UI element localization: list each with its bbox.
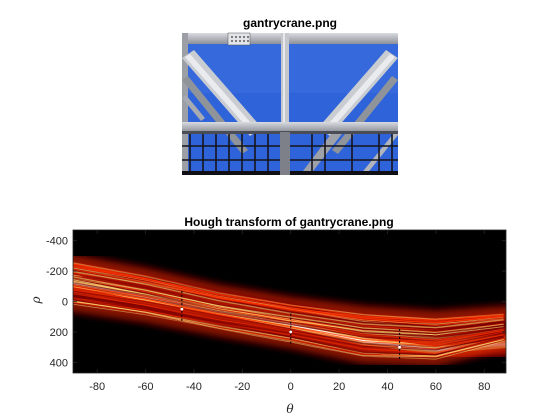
hough-filament bbox=[73, 276, 504, 334]
y-axis: -400 -200 0 200 400 bbox=[46, 236, 506, 369]
lower-horizontal-beam bbox=[182, 122, 398, 132]
x-tick-label: 20 bbox=[333, 381, 345, 393]
x-tick-label: -40 bbox=[186, 381, 202, 393]
x-axis: -80 -60 -40 -20 0 20 40 60 80 bbox=[89, 230, 490, 393]
hough-filament bbox=[73, 282, 504, 339]
hough-filament bbox=[73, 285, 504, 341]
x-tick-label: 80 bbox=[478, 381, 490, 393]
hough-filament bbox=[73, 262, 504, 320]
x-tick-label: 0 bbox=[288, 381, 294, 393]
hough-peak-point bbox=[398, 345, 401, 349]
top-girder bbox=[182, 33, 398, 44]
x-tick-label: 40 bbox=[381, 381, 393, 393]
hough-filament bbox=[73, 303, 504, 360]
x-tick-label: -20 bbox=[234, 381, 250, 393]
x-tick-label: 60 bbox=[430, 381, 442, 393]
hough-peak-point bbox=[180, 307, 184, 311]
x-tick-label: -60 bbox=[138, 381, 154, 393]
y-tick-label: -200 bbox=[46, 266, 68, 278]
hough-filament bbox=[73, 273, 504, 331]
hough-filament bbox=[73, 294, 504, 351]
hough-filament bbox=[73, 270, 504, 329]
hough-filament bbox=[73, 300, 504, 357]
hough-title: Hough transform of gantrycrane.png bbox=[184, 215, 393, 229]
y-axis-label: ρ bbox=[29, 296, 43, 304]
x-tick-label: -80 bbox=[89, 381, 105, 393]
hough-filament bbox=[73, 289, 504, 346]
y-tick-label: -400 bbox=[46, 236, 68, 248]
hough-filament bbox=[73, 290, 504, 348]
hough-filament bbox=[73, 302, 504, 360]
hough-filament bbox=[73, 265, 504, 324]
hough-peak-point bbox=[289, 330, 293, 334]
gantrycrane-image bbox=[182, 32, 398, 175]
hough-filament bbox=[73, 298, 504, 356]
y-tick-label: 200 bbox=[50, 327, 68, 339]
hough-filament bbox=[73, 300, 504, 358]
x-axis-label: θ bbox=[286, 402, 294, 416]
image-title: gantrycrane.png bbox=[243, 16, 337, 30]
hough-filament bbox=[73, 297, 504, 354]
hough-filament bbox=[73, 293, 504, 350]
y-tick-label: 400 bbox=[50, 357, 68, 369]
hough-filament bbox=[73, 285, 504, 342]
hough-heatmap bbox=[73, 250, 506, 371]
hough-filament bbox=[73, 300, 504, 357]
hough-filament bbox=[73, 275, 504, 332]
hough-filament bbox=[73, 285, 504, 342]
y-tick-label: 0 bbox=[62, 297, 68, 309]
hough-filament bbox=[73, 275, 504, 333]
